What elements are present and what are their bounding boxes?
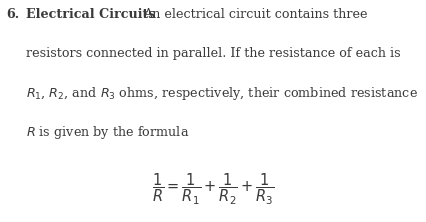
Text: $\dfrac{1}{R} = \dfrac{1}{R_1} + \dfrac{1}{R_2} + \dfrac{1}{R_3}$: $\dfrac{1}{R} = \dfrac{1}{R_1} + \dfrac{… [152,172,274,207]
Text: Electrical Circuits: Electrical Circuits [26,8,155,21]
Text: $R_1$, $R_2$, and $R_3$ ohms, respectively, their combined resistance: $R_1$, $R_2$, and $R_3$ ohms, respective… [26,85,417,103]
Text: An electrical circuit contains three: An electrical circuit contains three [143,8,367,21]
Text: resistors connected in parallel. If the resistance of each is: resistors connected in parallel. If the … [26,47,399,60]
Text: 6.: 6. [6,8,20,21]
Text: $R$ is given by the formula: $R$ is given by the formula [26,124,188,141]
